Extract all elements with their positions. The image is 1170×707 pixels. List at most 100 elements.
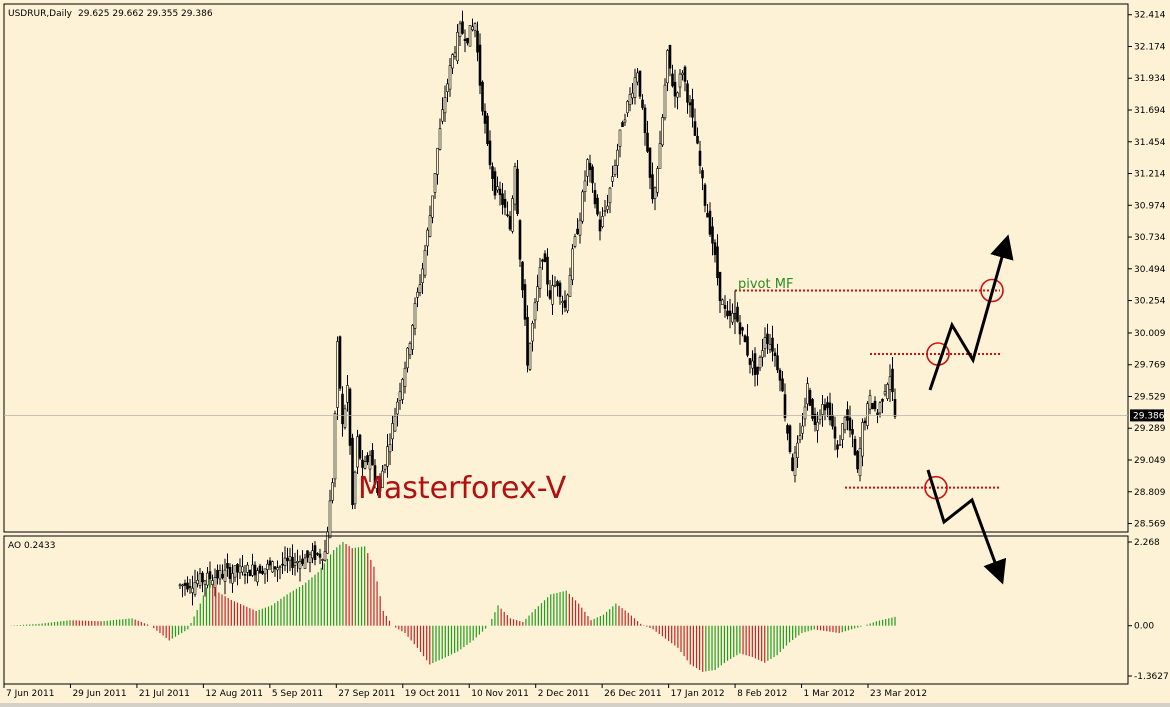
candle-body [543,253,547,262]
candle-body [843,416,847,431]
candle-body [516,168,519,214]
candle-body [301,558,304,564]
candle-body [518,220,522,260]
ao-tick-label: 0.00 [1134,622,1154,632]
candle-body [873,400,877,410]
candle-body [296,561,299,564]
candle-body [351,437,354,506]
candle-body [738,322,742,335]
candle-body [348,388,352,446]
candle-body [466,37,469,44]
candle-body [833,426,837,439]
candle-body [681,72,684,76]
candle-body [513,166,517,205]
candle-body [396,401,399,415]
candle-body [636,72,639,83]
candle-body [506,214,509,216]
candle-body [856,451,859,470]
candle-body [416,291,419,298]
candle-body [776,355,779,371]
candle-body [786,425,789,434]
candle-body [643,107,647,133]
candle-body [706,212,709,218]
candle-body [208,571,212,580]
candle-body [696,135,699,144]
candle-body [866,403,869,426]
candle-body [731,313,734,323]
candle-body [793,452,797,476]
current-price-tag [1130,409,1164,422]
candle-body [231,573,234,584]
candle-body [561,301,564,303]
candle-body [353,471,357,505]
candle-body [563,300,567,308]
candle-body [623,119,627,123]
candle-body [451,54,454,69]
candle-body [798,435,802,441]
candle-body [241,566,244,573]
candle-body [523,284,527,320]
candle-body [598,219,602,232]
candle-body [298,561,302,569]
candle-body [553,284,557,287]
candle-body [193,582,197,595]
candle-body [751,360,754,369]
ao-tick-label: 2.268 [1134,538,1160,548]
time-tick-label: 19 Oct 2011 [405,689,461,699]
candle-body [408,342,412,356]
candle-body [701,170,704,179]
candle-body [183,583,187,586]
candle-body [868,395,872,410]
price-tick-label: 28.569 [1134,520,1166,530]
price-tick-label: 28.809 [1134,488,1166,498]
candle-body [531,322,534,342]
candle-body [556,281,559,287]
candle-body [631,92,634,99]
candle-body [626,101,629,114]
candle-body [558,282,562,297]
candle-body [861,422,864,457]
candle-body [316,553,319,555]
price-tick-label: 30.734 [1134,233,1166,243]
candle-body [716,246,719,279]
time-axis: 7 Jun 2011 29 Jun 2011 21 Jul 2011 12 Aug 2… [3,684,927,699]
time-tick-label: 21 Jul 2011 [139,689,190,699]
candle-body [458,23,462,37]
candle-body [616,149,619,166]
candle-body [551,285,554,305]
time-tick-label: 7 Jun 2011 [6,689,54,699]
candle-body [263,568,267,575]
candle-body [653,187,657,199]
candle-body [541,259,544,262]
candle-body [203,580,207,585]
time-tick-label: 23 Mar 2012 [870,689,927,699]
candle-body [571,248,574,281]
candle-body [403,367,407,387]
candle-body [386,446,389,467]
candle-body [391,423,394,440]
candle-body [218,570,222,580]
candle-body [276,567,279,571]
forecast-arrows [926,234,1014,585]
candle-body [741,327,744,331]
candle-body [256,570,259,583]
candle-body [326,531,329,554]
candle-body [453,52,457,57]
candle-body [486,115,489,145]
candle-body [883,391,887,395]
candle-body [281,563,284,566]
candle-body [213,577,217,589]
candle-body [851,429,854,435]
candle-body [691,99,694,118]
candle-body [568,275,572,297]
candle-body [756,366,759,375]
candle-body [888,376,892,390]
candle-body [221,573,224,579]
candle-body [438,128,442,150]
candle-body [471,26,474,31]
candle-body [821,404,824,415]
candle-body [291,556,294,568]
